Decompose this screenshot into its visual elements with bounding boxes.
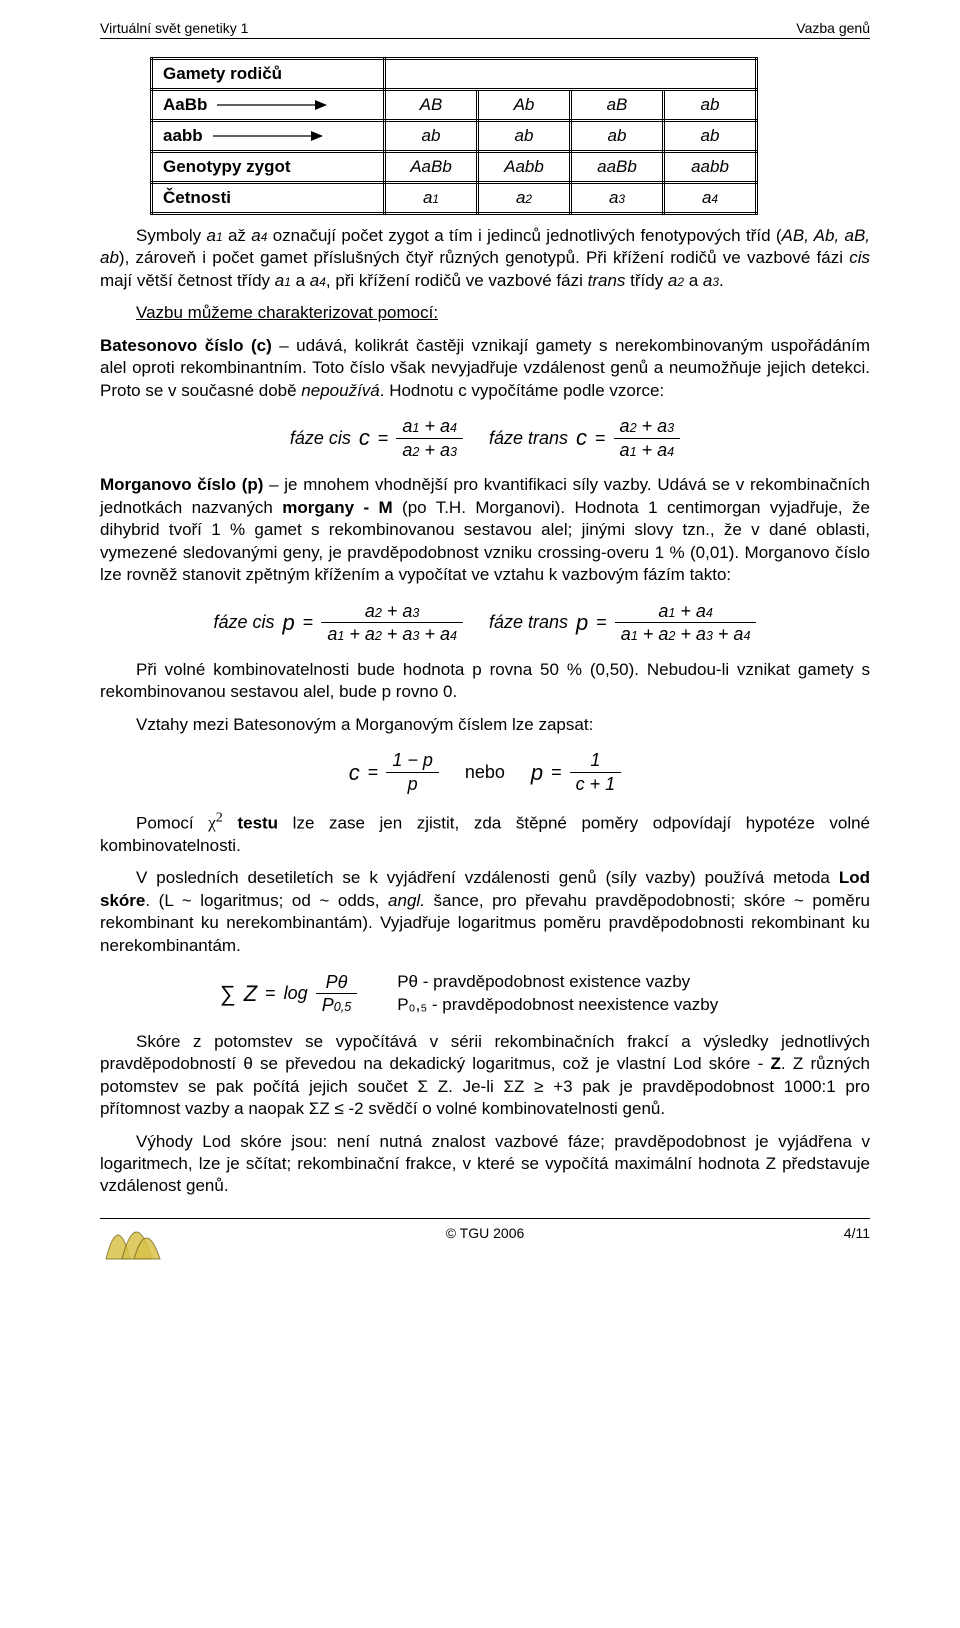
cell-z3: aaBb — [571, 152, 664, 183]
formula-lod: ∑ Z= log Pθ P0,5 Pθ - pravděpodobnost ex… — [220, 971, 870, 1017]
formula-p: fáze cis p= a2 + a3 a1 + a2 + a3 + a4 fá… — [100, 601, 870, 645]
para-vyhody: Výhody Lod skóre jsou: není nutná znalos… — [100, 1131, 870, 1198]
cell-AB: AB — [385, 90, 478, 121]
cell-z1: AaBb — [385, 152, 478, 183]
row-cetnosti-label: Četnosti — [152, 183, 385, 214]
para-lod: V posledních desetiletích se k vyjádření… — [100, 867, 870, 957]
para-bateson: Batesonovo číslo (c) – udává, kolikrát č… — [100, 335, 870, 402]
row-aabb1: AaBb — [152, 90, 385, 121]
row-genotypy-label: Genotypy zygot — [152, 152, 385, 183]
para-chi: Pomocí χ2 testu lze zase jen zjistit, zd… — [100, 809, 870, 858]
cell-Ab: Ab — [478, 90, 571, 121]
cell-a2: a2 — [478, 183, 571, 214]
row-gamety-blank — [385, 59, 757, 90]
geno-aabb: aabb — [163, 126, 203, 146]
cell-a1: a1 — [385, 183, 478, 214]
arrow-icon — [217, 98, 327, 112]
para-vazbu: Vazbu můžeme charakterizovat pomocí: — [100, 302, 870, 324]
cell-ab2: ab — [478, 121, 571, 152]
cell-ab: ab — [664, 90, 757, 121]
cell-a4: a4 — [664, 183, 757, 214]
gametes-table: Gamety rodičů AaBb AB Ab aB ab aa — [150, 57, 758, 215]
para-vztahy: Vztahy mezi Batesonovým a Morganovým čís… — [100, 714, 870, 736]
ptheta-b: P₀,₅ - pravděpodobnost neexistence vazby — [397, 995, 718, 1014]
header-left: Virtuální svět genetiky 1 — [100, 20, 248, 36]
cell-a3: a3 — [571, 183, 664, 214]
arrow-icon — [213, 129, 323, 143]
row-aabb2: aabb — [152, 121, 385, 152]
footer-page: 4/11 — [844, 1225, 870, 1241]
cell-aB: aB — [571, 90, 664, 121]
cell-ab4: ab — [664, 121, 757, 152]
header-right: Vazba genů — [796, 20, 870, 36]
footer-copy: © TGU 2006 — [446, 1225, 525, 1241]
ptheta-a: Pθ - pravděpodobnost existence vazby — [397, 972, 690, 991]
row-gamety-label: Gamety rodičů — [152, 59, 385, 90]
para-skore: Skóre z potomstev se vypočítává v sérii … — [100, 1031, 870, 1121]
para-symboly: Symboly a1 až a4 označují počet zygot a … — [100, 225, 870, 292]
logo-icon — [100, 1209, 164, 1270]
para-morgan: Morganovo číslo (p) – je mnohem vhodnějš… — [100, 474, 870, 586]
cell-ab1: ab — [385, 121, 478, 152]
cell-ab3: ab — [571, 121, 664, 152]
para-volna: Při volné kombinovatelnosti bude hodnota… — [100, 659, 870, 704]
formula-c: fáze cis c= a1 + a4 a2 + a3 fáze trans c… — [100, 416, 870, 460]
formula-cp: c= 1 − p p nebo p= 1 c + 1 — [100, 750, 870, 794]
page-footer: © TGU 2006 4/11 — [100, 1218, 870, 1283]
page-header: Virtuální svět genetiky 1 Vazba genů — [100, 20, 870, 39]
cell-z2: Aabb — [478, 152, 571, 183]
cell-z4: aabb — [664, 152, 757, 183]
geno-AaBb: AaBb — [163, 95, 207, 115]
